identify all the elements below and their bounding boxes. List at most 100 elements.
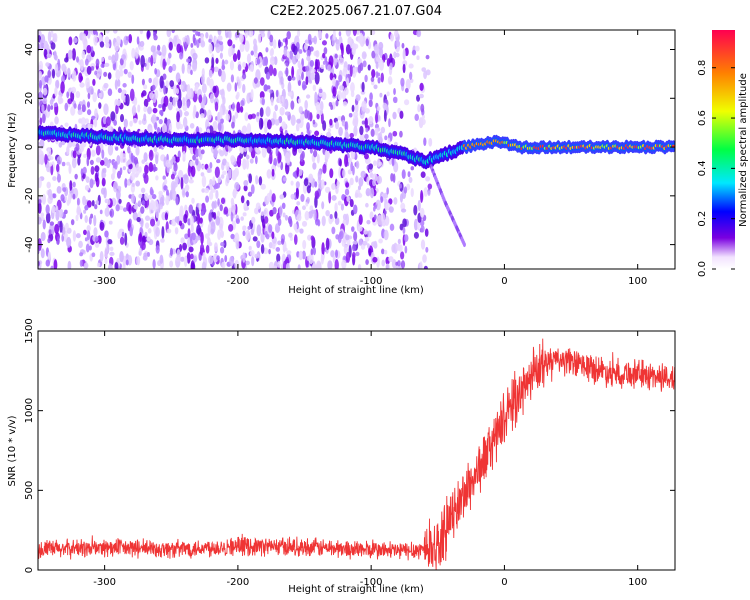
spectrogram-noise-cell (244, 112, 249, 122)
spectrogram-noise-cell (217, 30, 222, 36)
spectrogram-noise-cell (72, 156, 77, 162)
spectrogram-noise-cell (338, 74, 343, 83)
spectrogram-noise-cell (220, 230, 224, 239)
spectrogram-noise-cell (47, 251, 51, 260)
spectrogram-noise-cell (368, 99, 373, 108)
spectrogram-noise-cell (62, 187, 67, 192)
spectrogram-noise-cell (181, 63, 185, 74)
spectrogram-panel: -300 -200 -100 0 100 40 20 0 -20 -40 Height of st… (7, 29, 676, 296)
spectrogram-noise-cell (404, 87, 409, 94)
spectrogram-noise-cell (54, 86, 58, 97)
spectrogram-noise-cell (377, 77, 381, 84)
spectrogram-noise-cell (57, 94, 63, 105)
spectrogram-noise-cell (247, 191, 253, 197)
spectrogram-noise-cell (198, 94, 203, 104)
spectrogram-noise-cell (400, 202, 406, 211)
spectrogram-noise-cell (220, 174, 225, 179)
spectrogram-noise-cell (369, 211, 374, 220)
spectrogram-noise-cell (346, 77, 350, 87)
spectrogram-noise-cell (359, 133, 365, 143)
spectrogram-noise-cell (42, 219, 46, 230)
spectrogram-noise-cell (251, 216, 256, 224)
spectrogram-noise-cell (301, 80, 307, 91)
spectrogram-noise-cell (265, 233, 270, 240)
spectrogram-noise-cell (304, 42, 308, 51)
spectrogram-noise-cell (209, 78, 214, 90)
spectrogram-noise-cell (381, 248, 385, 255)
spectrogram-noise-cell (195, 158, 199, 166)
spectrogram-noise-cell (391, 156, 395, 167)
spectrogram-noise-cell (247, 114, 253, 120)
spectrogram-noise-cell (352, 244, 356, 252)
spectrogram-noise-cell (150, 54, 154, 67)
spectrogram-noise-cell (245, 154, 250, 160)
spectrogram-noise-cell (94, 235, 99, 242)
spectrogram-noise-cell (399, 130, 403, 138)
spectrogram-noise-cell (148, 149, 154, 161)
spectrogram-noise-cell (230, 74, 235, 83)
spectrogram-noise-cell (86, 225, 91, 232)
spectrogram-noise-cell (260, 211, 265, 217)
spectrogram-noise-cell (69, 180, 73, 192)
spectrogram-noise-cell (163, 85, 167, 95)
spectrogram-noise-cell (55, 79, 60, 89)
spectrogram-noise-cell (386, 57, 390, 67)
spectrogram-noise-cell (180, 177, 184, 190)
spectrogram-noise-cell (365, 187, 371, 197)
spectrogram-noise-cell (296, 68, 302, 75)
spectrogram-noise-cell (296, 201, 301, 206)
spectrogram-noise-cell (90, 213, 94, 219)
spectrogram-noise-cell (86, 109, 92, 116)
spectrogram-noise-cell (382, 102, 387, 110)
spectrogram-noise-cell (148, 56, 151, 63)
spectrogram-noise-cell (374, 204, 378, 210)
spectrogram-noise-cell (317, 169, 322, 181)
spectrogram-noise-cell (237, 79, 242, 90)
spectrogram-noise-cell (61, 75, 66, 84)
spectrogram-noise-cell (213, 150, 219, 155)
spectrogram-noise-cell (231, 121, 235, 129)
spectrogram-noise-cell (365, 127, 369, 133)
spectrogram-noise-cell (334, 121, 340, 130)
spectrogram-noise-cell (268, 224, 273, 233)
spectrogram-noise-cell (66, 91, 70, 99)
spectrogram-noise-cell (95, 145, 101, 156)
spectrogram-noise-cell (229, 255, 235, 267)
spectrogram-noise-cell (263, 209, 267, 215)
spectrogram-noise-cell (394, 30, 399, 38)
spectrogram-noise-cell (373, 214, 377, 221)
spectrogram-noise-cell (260, 183, 266, 190)
spectrogram-noise-cell (418, 93, 424, 99)
spectrogram-noise-cell (337, 200, 342, 206)
spectrogram-noise-cell (110, 111, 116, 122)
spectrogram-noise-cell (305, 65, 310, 72)
spectrogram-noise-cell (149, 165, 154, 172)
spectrogram-noise-cell (335, 99, 339, 107)
spectrogram-noise-cell (140, 187, 146, 194)
spectrogram-noise-cell (380, 196, 384, 203)
spectrogram-noise-cell (56, 173, 61, 183)
spectrogram-noise-cell (213, 212, 217, 220)
spectrogram-noise-cell (265, 47, 269, 53)
spectrogram-noise-cell (143, 113, 147, 122)
spectrogram-noise-cell (339, 158, 342, 167)
spectrogram-noise-cell (39, 117, 43, 126)
spectrogram-noise-cell (393, 51, 397, 59)
spectrogram-x-label: Height of straight line (km) (288, 285, 424, 296)
spectrogram-noise-cell (378, 59, 385, 71)
spectrogram-noise-cell (242, 225, 247, 232)
spectrogram-noise-cell (58, 142, 63, 148)
spectrogram-noise-cell (248, 30, 254, 38)
spectrogram-noise-cell (107, 88, 113, 97)
spectrogram-noise-cell (98, 102, 102, 110)
spectrogram-noise-cell (284, 214, 289, 221)
spectrogram-noise-cell (391, 244, 396, 253)
spectrogram-noise-cell (360, 170, 366, 179)
spectrogram-noise-cell (281, 102, 287, 107)
spectrogram-noise-cell (243, 184, 248, 192)
spectrogram-noise-cell (423, 187, 428, 197)
figure-title: C2E2.2025.067.21.07.G04 (270, 4, 442, 19)
spectrogram-noise-cell (74, 173, 78, 180)
spectrogram-noise-cell (75, 91, 81, 99)
spectrogram-noise-cell (167, 102, 173, 111)
